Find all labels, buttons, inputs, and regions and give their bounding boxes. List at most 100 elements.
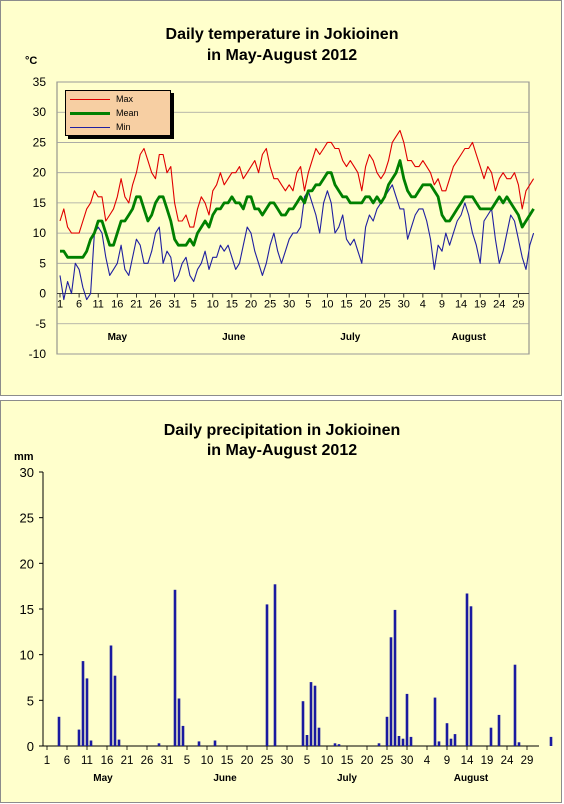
temperature-unit-label: °C (25, 55, 38, 67)
precipitation-x-tick-label-18: 30 (401, 755, 414, 767)
precipitation-bar-day-67 (309, 682, 313, 746)
precipitation-x-tick-label-13: 5 (304, 755, 310, 767)
precipitation-month-label-august: August (454, 773, 489, 784)
temperature-y-tick-label-8: 30 (33, 105, 47, 119)
temperature-month-label-july: July (340, 332, 360, 343)
precipitation-x-tick-label-16: 20 (361, 755, 374, 767)
legend-swatch-max (70, 98, 110, 100)
precipitation-bar-day-102 (449, 738, 453, 746)
temperature-y-tick-label-3: 5 (39, 256, 46, 270)
precipitation-x-tick-label-9: 15 (221, 755, 234, 767)
temperature-x-tick-label-6: 31 (168, 299, 180, 311)
precipitation-bar-day-92 (409, 736, 413, 746)
temperature-y-tick-label-5: 15 (33, 196, 47, 210)
precipitation-chart-title-line1: Daily precipitation in Jokioinen (163, 422, 401, 439)
precipitation-x-tick-label-14: 10 (321, 755, 334, 767)
precipitation-x-tick-label-10: 20 (241, 755, 254, 767)
temperature-x-tick-label-15: 15 (340, 299, 352, 311)
precipitation-x-tick-label-12: 30 (281, 755, 294, 767)
precipitation-y-tick-label-3: 15 (20, 602, 34, 617)
precipitation-bar-day-91 (405, 693, 409, 746)
temperature-x-tick-label-17: 25 (379, 299, 391, 311)
temperature-y-tick-label-4: 10 (33, 226, 47, 240)
temperature-month-label-june: June (222, 332, 246, 343)
precipitation-y-tick-label-1: 5 (27, 693, 34, 708)
precipitation-bar-day-66 (305, 735, 309, 746)
precipitation-bar-day-118 (513, 664, 517, 746)
temperature-x-tick-label-24: 29 (512, 299, 524, 311)
temperature-y-tick-label-9: 35 (33, 75, 47, 89)
precipitation-bar-day-73 (333, 743, 337, 746)
precipitation-x-tick-label-4: 21 (121, 755, 134, 767)
temperature-x-tick-label-8: 10 (207, 299, 219, 311)
legend-label-mean: Mean (116, 108, 139, 118)
precipitation-bar-day-74 (337, 744, 341, 746)
temperature-series-line-max (59, 129, 535, 234)
temperature-y-tick-label-7: 25 (33, 135, 47, 149)
legend-swatch-min (70, 126, 110, 128)
precipitation-bar-day-89 (397, 736, 401, 746)
precipitation-y-tick-label-6: 30 (20, 465, 34, 480)
precipitation-bar-day-68 (313, 685, 317, 746)
precipitation-bar-day-39 (197, 741, 201, 746)
temperature-chart-panel: Daily temperature in Jokioinen in May-Au… (0, 0, 562, 396)
legend-item-min: Min (70, 121, 131, 133)
precipitation-x-tick-label-1: 6 (64, 755, 70, 767)
precipitation-bar-day-87 (389, 637, 393, 746)
precipitation-x-tick-label-19: 4 (424, 755, 431, 767)
temperature-chart-title-line2: in May-August 2012 (206, 47, 358, 64)
precipitation-y-tick-label-5: 25 (20, 511, 34, 526)
precipitation-bar-day-112 (489, 727, 493, 746)
temperature-x-tick-label-5: 26 (149, 299, 161, 311)
precipitation-month-label-may: May (93, 773, 113, 784)
precipitation-bar-day-86 (385, 716, 389, 746)
precipitation-x-tick-label-21: 14 (461, 755, 474, 767)
temperature-x-tick-label-1: 6 (76, 299, 82, 311)
temperature-x-tick-label-22: 19 (474, 299, 486, 311)
temperature-x-tick-label-13: 5 (305, 299, 311, 311)
precipitation-bar-day-12 (89, 740, 93, 746)
temperature-x-tick-label-12: 30 (283, 299, 295, 311)
precipitation-y-tick-label-2: 10 (20, 648, 34, 663)
precipitation-bar-day-114 (497, 714, 501, 746)
precipitation-bar-day-19 (117, 739, 121, 746)
precipitation-bar-day-101 (445, 723, 449, 746)
precipitation-bar-day-29 (157, 743, 161, 746)
precipitation-x-tick-label-11: 25 (261, 755, 274, 767)
precipitation-y-tick-label-4: 20 (20, 556, 34, 571)
temperature-x-tick-label-4: 21 (130, 299, 142, 311)
precipitation-bar-day-127 (549, 736, 553, 746)
precipitation-bar-day-10 (81, 661, 85, 746)
temperature-x-tick-label-0: 1 (57, 299, 63, 311)
precipitation-bar-day-98 (433, 697, 437, 746)
precipitation-bar-day-4 (57, 716, 61, 746)
precipitation-x-tick-label-23: 24 (501, 755, 514, 767)
temperature-legend: Max Mean Min (65, 90, 171, 136)
temperature-y-tick-label-1: -5 (35, 317, 46, 331)
precipitation-x-tick-label-20: 9 (444, 755, 450, 767)
precipitation-x-tick-label-3: 16 (101, 755, 114, 767)
precipitation-bar-day-88 (393, 609, 397, 746)
precipitation-chart-panel: Daily precipitation in Jokioinen in May-… (0, 400, 562, 803)
temperature-x-tick-label-23: 24 (493, 299, 505, 311)
legend-label-min: Min (116, 122, 131, 132)
precipitation-bar-day-84 (377, 743, 381, 746)
temperature-x-tick-label-7: 5 (191, 299, 197, 311)
legend-swatch-mean (70, 111, 110, 115)
precipitation-x-tick-label-7: 5 (184, 755, 190, 767)
precipitation-bar-day-9 (77, 729, 81, 746)
precipitation-bar-day-106 (465, 593, 469, 746)
precipitation-bar-day-58 (273, 584, 277, 746)
legend-label-max: Max (116, 94, 134, 104)
temperature-x-tick-label-11: 25 (264, 299, 276, 311)
precipitation-y-tick-label-0: 0 (27, 739, 34, 754)
precipitation-x-tick-label-8: 10 (201, 755, 214, 767)
precipitation-bar-day-103 (453, 734, 457, 746)
precipitation-bar-day-56 (265, 604, 269, 746)
temperature-x-tick-label-3: 16 (111, 299, 123, 311)
precipitation-bar-day-43 (213, 740, 217, 746)
temperature-y-tick-label-2: 0 (39, 287, 46, 301)
temperature-x-tick-label-2: 11 (92, 299, 103, 311)
